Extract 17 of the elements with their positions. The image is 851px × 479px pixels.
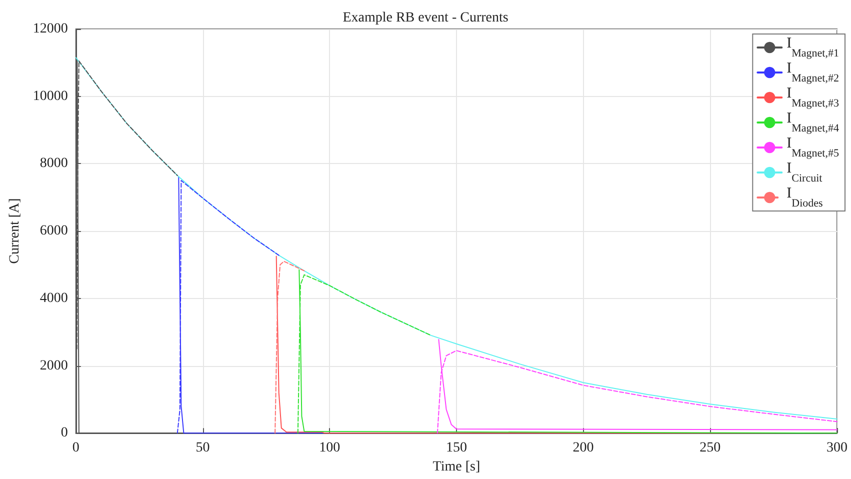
y-tick-label: 10000 [32,88,68,104]
chart-title: Example RB event - Currents [342,10,508,26]
x-axis-title: Time [s] [432,460,480,474]
x-tick-label: 150 [446,440,467,456]
y-tick-label: 4000 [40,290,68,306]
x-tick-label: 100 [319,440,340,456]
x-tick-label: 50 [196,440,210,456]
y-tick-label: 12000 [32,22,68,36]
y-tick-label: 2000 [40,358,68,374]
y-tick-label: 0 [60,426,68,441]
x-tick-label: 300 [826,440,848,456]
y-axis-title: Current [A] [8,198,22,264]
x-tick-label: 200 [572,440,594,456]
y-tick-label: 6000 [40,224,68,239]
x-tick-label: 250 [700,440,721,456]
x-tick-label: 0 [72,440,80,456]
y-tick-label: 8000 [40,156,68,172]
